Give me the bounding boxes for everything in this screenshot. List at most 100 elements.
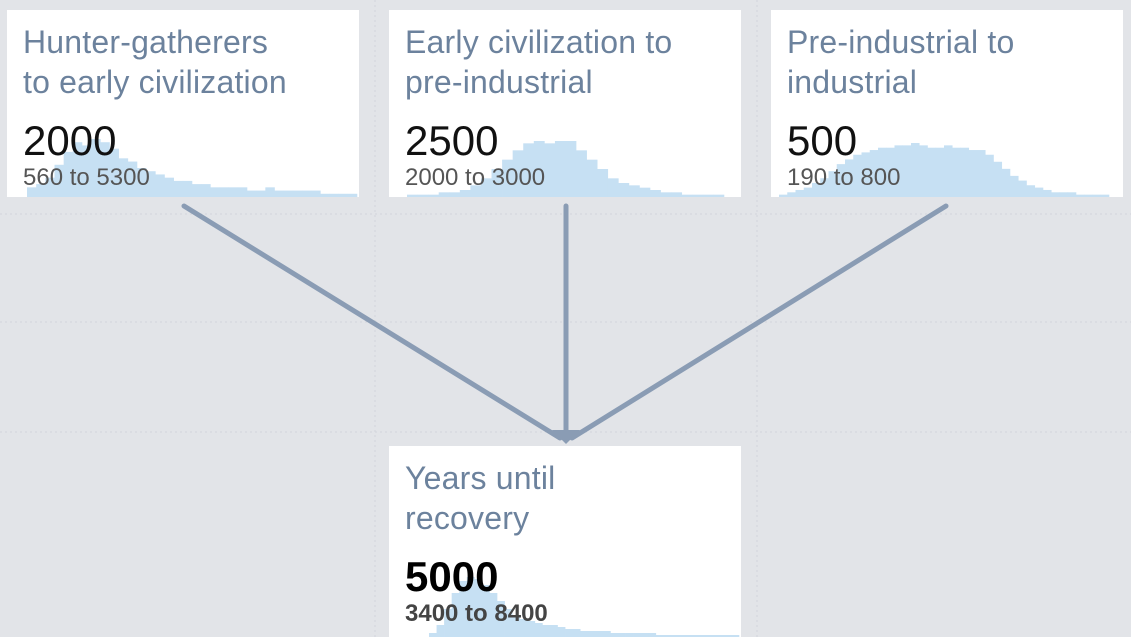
histogram xyxy=(779,143,1110,197)
histogram-bar xyxy=(428,194,439,197)
histogram-bar xyxy=(228,187,239,197)
node-range: 190 to 800 xyxy=(787,164,901,191)
histogram-bar xyxy=(927,147,937,197)
histogram-bar xyxy=(549,625,558,637)
histogram-bar xyxy=(247,190,257,197)
histogram xyxy=(429,577,740,637)
histogram-bar xyxy=(237,187,248,197)
histogram-bar xyxy=(302,190,312,197)
node-card-hunter-gatherers[interactable]: Hunter-gatherers to early civilization 2… xyxy=(7,10,359,197)
histogram-bar xyxy=(182,180,193,197)
histogram-bar xyxy=(586,159,598,197)
histogram-bar xyxy=(731,635,740,637)
node-title: Hunter-gatherers to early civilization xyxy=(23,24,287,100)
histogram-bar xyxy=(91,139,101,197)
histogram-bar xyxy=(417,194,429,197)
histogram-bar xyxy=(480,178,492,197)
histogram-bar xyxy=(407,194,418,197)
histogram-bar xyxy=(640,633,649,637)
histogram-bar xyxy=(1067,192,1077,197)
histogram-bar xyxy=(1092,194,1102,197)
histogram-bar xyxy=(692,194,704,197)
histogram-bar xyxy=(1051,192,1060,197)
histogram-bar xyxy=(993,161,1003,197)
histogram-bar xyxy=(878,147,887,197)
node-card-early-civilization[interactable]: Early civilization to pre-industrial 250… xyxy=(389,10,741,197)
histogram-bar xyxy=(27,187,37,197)
histogram-bar xyxy=(935,147,945,197)
histogram-bar xyxy=(580,631,589,637)
histogram-bar xyxy=(451,593,460,637)
histogram-bar xyxy=(968,150,978,197)
histogram-bar xyxy=(489,593,498,637)
histogram-bar xyxy=(633,633,642,637)
histogram-bar xyxy=(565,629,573,637)
arrow-n3-to-n4 xyxy=(569,203,949,441)
histogram-bar xyxy=(470,185,482,197)
histogram-bar xyxy=(1043,189,1052,197)
node-median: 5000 xyxy=(405,553,499,600)
node-median: 2500 xyxy=(405,117,499,164)
histogram-bar xyxy=(512,150,524,197)
histogram-bar xyxy=(54,164,64,197)
histogram-bar xyxy=(902,145,912,197)
histogram-bar xyxy=(444,609,452,637)
histogram-bar xyxy=(137,168,147,197)
histogram-bar xyxy=(708,635,717,637)
histogram-bar xyxy=(512,615,521,637)
histogram-bar xyxy=(466,577,475,637)
node-card-years-until-recovery[interactable]: Years until recovery 5000 3400 to 8400 xyxy=(389,446,741,637)
histogram-bar xyxy=(944,145,953,197)
histogram-bar xyxy=(639,187,651,197)
histogram-bar xyxy=(671,192,683,197)
histogram-bar xyxy=(320,193,330,197)
node-title: Pre-industrial to industrial xyxy=(787,24,1015,100)
histogram-bar xyxy=(118,158,129,197)
histogram-bar xyxy=(474,579,483,637)
histogram-bar xyxy=(527,621,536,637)
histogram-bar xyxy=(625,633,634,637)
histogram-bar xyxy=(1018,180,1027,197)
histogram-bar xyxy=(45,177,55,197)
histogram-bar xyxy=(1076,194,1085,197)
histogram-bar xyxy=(201,184,211,197)
histogram-bar xyxy=(504,609,513,637)
histogram-bar xyxy=(1001,168,1011,197)
histogram-bar xyxy=(438,192,450,197)
histogram-bar xyxy=(557,627,566,637)
histogram-bar xyxy=(820,178,829,197)
histogram-bar xyxy=(265,187,275,197)
node-card-pre-industrial[interactable]: Pre-industrial to industrial 500 190 to … xyxy=(771,10,1123,197)
histogram-bar xyxy=(173,180,184,197)
histogram-bar xyxy=(952,147,961,197)
histogram-bar xyxy=(72,142,83,197)
histogram-bar xyxy=(602,631,611,637)
histogram-bar xyxy=(977,150,986,197)
histogram-bar xyxy=(693,635,702,637)
histogram-bar xyxy=(861,152,871,197)
histogram-bar xyxy=(701,635,710,637)
histogram-bar xyxy=(436,625,445,637)
histogram-bar xyxy=(572,629,581,637)
histogram-bar xyxy=(985,154,994,197)
histogram-bar xyxy=(670,635,679,637)
arrow-head xyxy=(552,430,580,444)
histogram-bar xyxy=(127,161,138,197)
histogram-bar xyxy=(628,185,640,197)
histogram-bar xyxy=(716,635,725,637)
histogram-bar xyxy=(779,194,788,197)
histogram-bar xyxy=(587,631,596,637)
histogram-bar xyxy=(576,150,587,197)
histogram-bar xyxy=(618,183,630,197)
histogram-bar xyxy=(210,187,220,197)
histogram-bar xyxy=(787,192,796,197)
histogram-bar xyxy=(894,145,904,197)
histogram-bar xyxy=(812,182,821,197)
histogram-bar xyxy=(648,633,657,637)
histogram-bar xyxy=(713,194,725,197)
histogram-bar xyxy=(283,190,294,197)
histogram-bar xyxy=(845,159,854,197)
histogram-bar xyxy=(686,635,694,637)
histogram-bar xyxy=(960,147,970,197)
histogram-bar xyxy=(663,635,672,637)
